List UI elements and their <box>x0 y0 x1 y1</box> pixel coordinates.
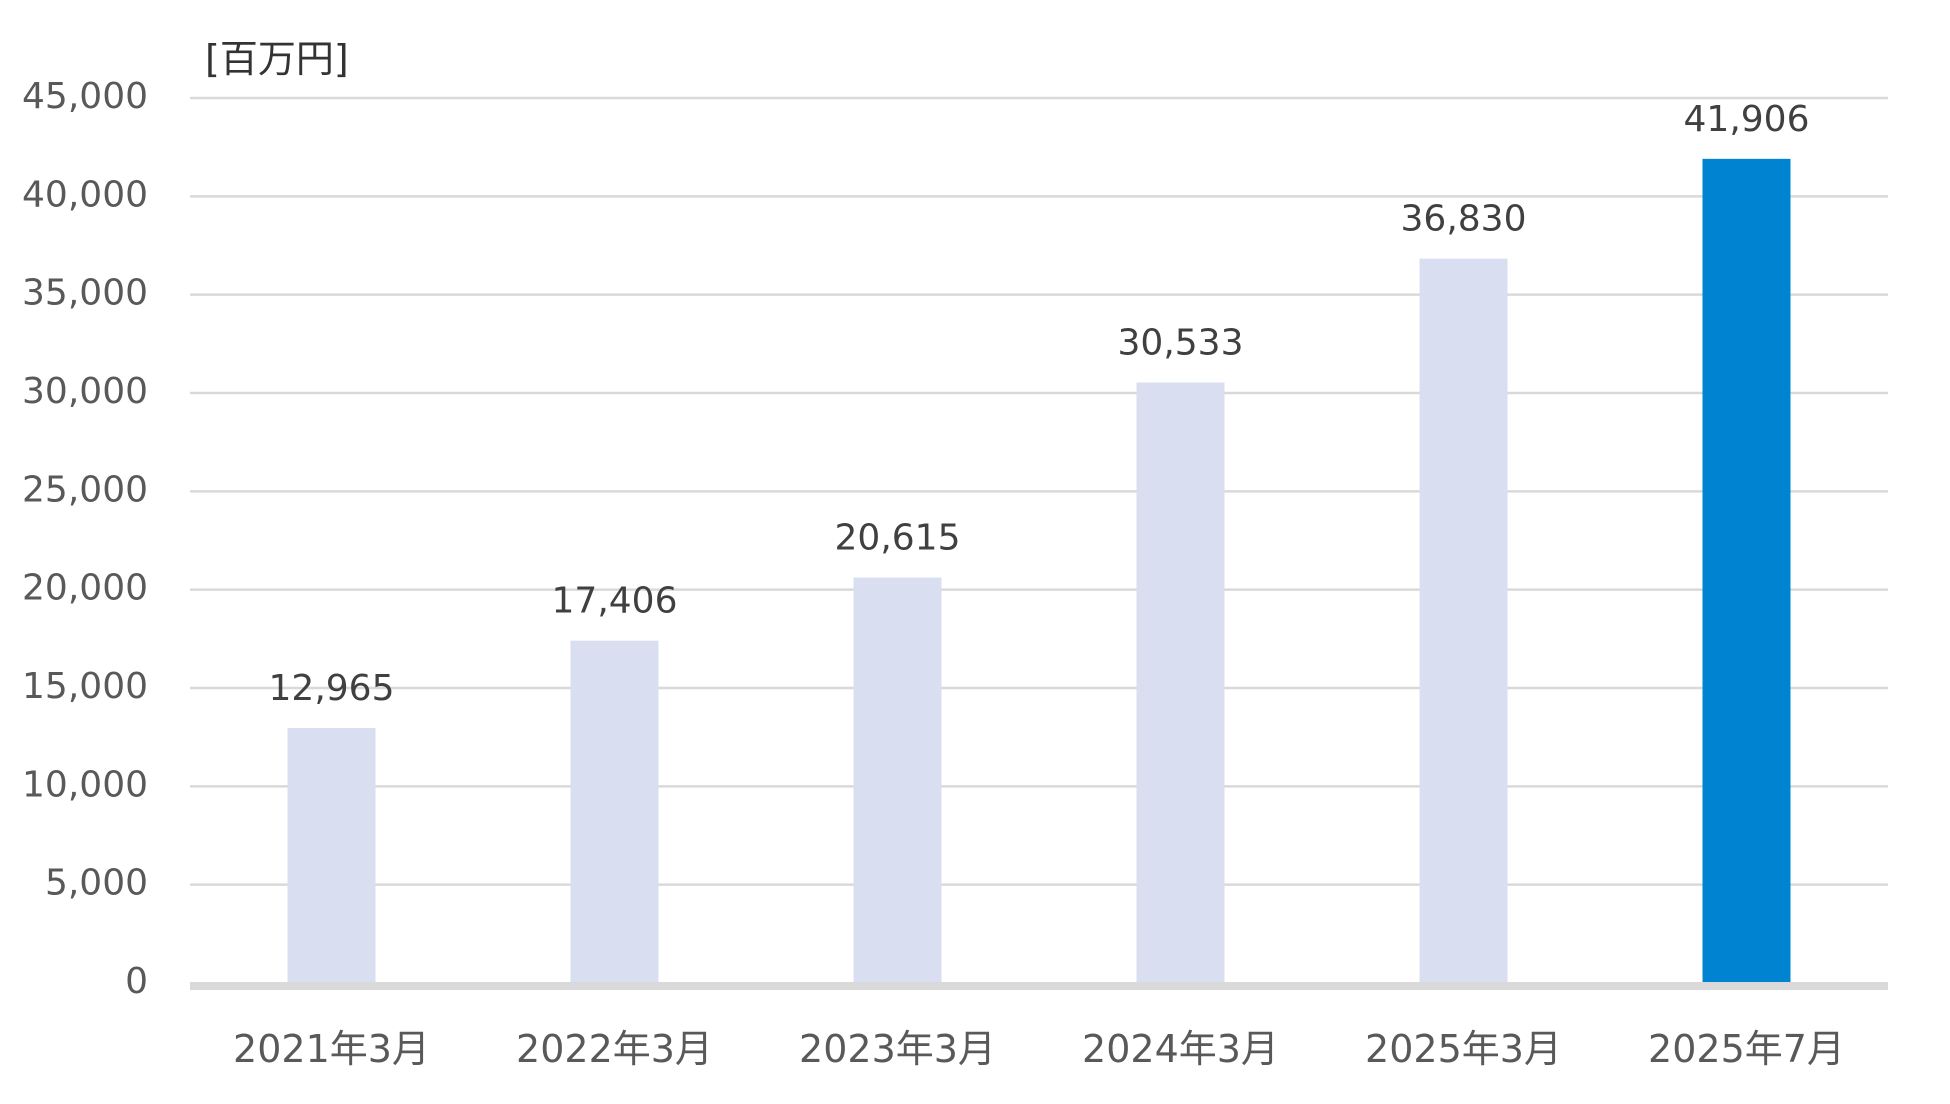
data-label: 12,965 <box>269 668 395 709</box>
data-label: 41,906 <box>1684 99 1810 140</box>
x-tick-label: 2023年3月 <box>799 1027 996 1071</box>
data-label: 20,615 <box>835 518 961 559</box>
y-tick-label: 20,000 <box>22 568 148 609</box>
y-tick-label: 15,000 <box>22 666 148 707</box>
x-tick-label: 2021年3月 <box>233 1027 430 1071</box>
y-tick-label: 0 <box>125 961 148 1002</box>
y-tick-label: 45,000 <box>22 76 148 117</box>
bar <box>1702 158 1791 984</box>
bar <box>570 640 659 983</box>
y-tick-label: 25,000 <box>22 469 148 510</box>
x-tick-label: 2025年7月 <box>1648 1027 1845 1071</box>
bar <box>287 728 376 983</box>
y-tick-label: 5,000 <box>45 863 148 904</box>
bar <box>853 577 942 983</box>
bar <box>1136 382 1225 983</box>
x-tick-label: 2022年3月 <box>516 1027 713 1071</box>
y-tick-label: 40,000 <box>22 174 148 215</box>
y-tick-label: 30,000 <box>22 371 148 412</box>
bar <box>1419 258 1508 984</box>
y-unit-label: [百万円] <box>205 37 349 81</box>
x-tick-label: 2025年3月 <box>1365 1027 1562 1071</box>
y-tick-label: 35,000 <box>22 273 148 314</box>
y-tick-label: 10,000 <box>22 764 148 805</box>
data-label: 17,406 <box>552 581 678 622</box>
data-label: 36,830 <box>1401 199 1527 240</box>
x-tick-label: 2024年3月 <box>1082 1027 1279 1071</box>
data-label: 30,533 <box>1118 323 1244 364</box>
